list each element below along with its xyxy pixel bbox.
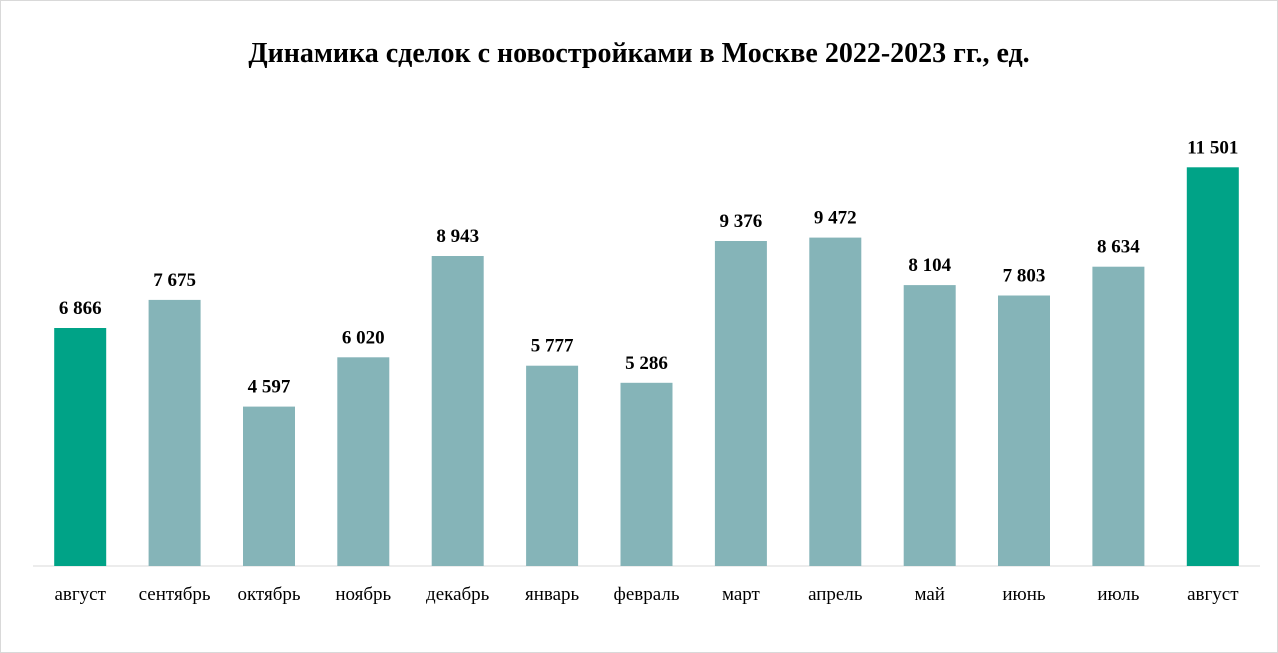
value-label-2: 4 597 (248, 377, 291, 398)
value-label-5: 5 777 (531, 336, 574, 357)
category-label-12: август (1187, 584, 1239, 605)
value-label-0: 6 866 (59, 298, 102, 319)
bar-11 (1092, 266, 1145, 566)
category-label-5: январь (525, 584, 580, 605)
bar-3 (337, 357, 390, 566)
category-label-7: март (722, 584, 761, 605)
value-label-7: 9 376 (720, 211, 763, 232)
category-label-8: апрель (808, 584, 863, 605)
category-label-10: июнь (1002, 584, 1046, 605)
category-label-4: декабрь (426, 584, 490, 605)
bar-4 (431, 256, 484, 566)
bar-2 (243, 406, 295, 566)
category-label-0: август (54, 584, 106, 605)
bar-0 (54, 328, 107, 566)
bar-6 (620, 382, 673, 566)
value-label-8: 9 472 (814, 208, 857, 229)
value-label-3: 6 020 (342, 327, 385, 348)
category-label-2: октябрь (237, 584, 300, 605)
chart-title: Динамика сделок с новостройками в Москве… (248, 38, 1030, 69)
bar-1 (148, 299, 201, 566)
bar-7 (714, 241, 767, 566)
category-label-6: февраль (614, 584, 680, 605)
bar-12 (1186, 167, 1239, 567)
category-label-9: май (914, 584, 945, 605)
bar-9 (903, 285, 956, 566)
value-label-1: 7 675 (153, 270, 196, 291)
value-label-11: 8 634 (1097, 237, 1140, 258)
value-label-9: 8 104 (908, 255, 951, 276)
bar-5 (526, 365, 579, 566)
value-label-12: 11 501 (1187, 137, 1238, 158)
category-label-3: ноябрь (335, 584, 391, 605)
bar-8 (809, 237, 862, 566)
value-label-6: 5 286 (625, 353, 668, 374)
category-label-1: сентябрь (139, 584, 211, 605)
category-label-11: июль (1097, 584, 1139, 605)
bar-10 (998, 295, 1050, 566)
value-label-10: 7 803 (1003, 266, 1046, 287)
value-label-4: 8 943 (436, 226, 479, 247)
